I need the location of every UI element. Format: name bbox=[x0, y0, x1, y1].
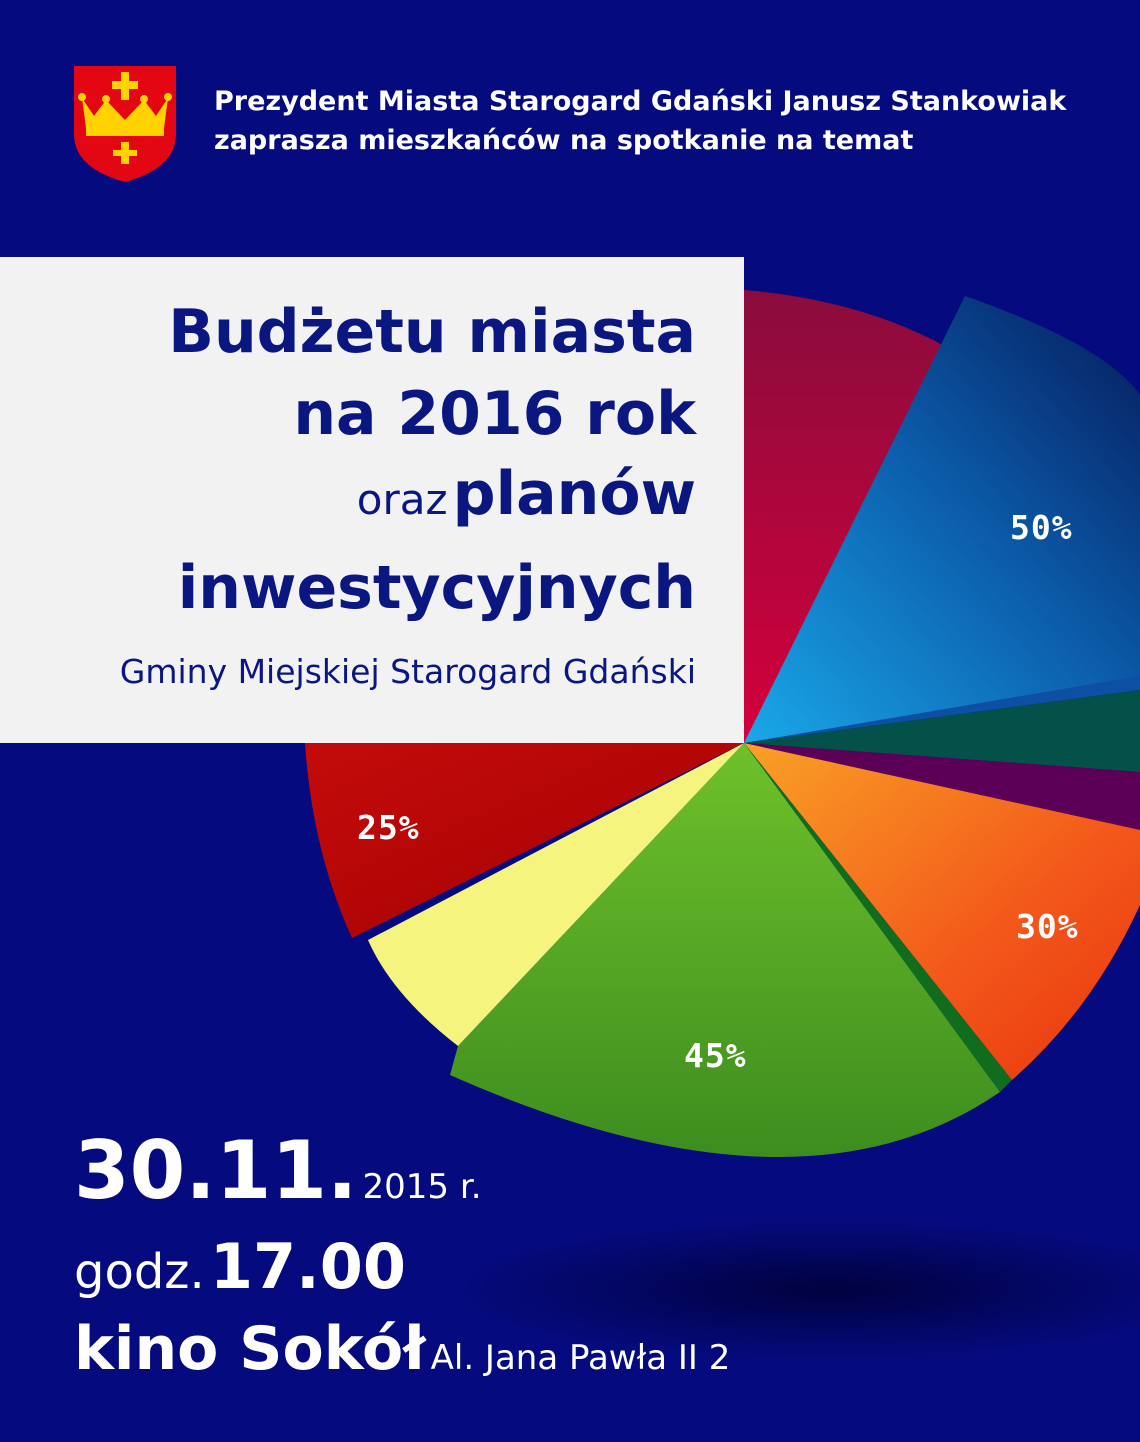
title-box: Budżetu miasta na 2016 rok oraz planów i… bbox=[0, 257, 744, 743]
title-line-1: Budżetu miasta bbox=[168, 297, 696, 367]
pie-label-red: 25% bbox=[357, 808, 420, 847]
pie-label-orange: 30% bbox=[1016, 907, 1079, 946]
event-time-value: 17.00 bbox=[209, 1230, 406, 1303]
header: Prezydent Miasta Starogard Gdański Janus… bbox=[214, 82, 1114, 160]
event-venue: kino Sokół bbox=[74, 1314, 426, 1384]
city-crest-icon bbox=[74, 66, 176, 182]
title-line-4: inwestycyjnych bbox=[177, 553, 696, 623]
pie-slice-orange bbox=[744, 743, 1140, 1080]
header-line-1: Prezydent Miasta Starogard Gdański Janus… bbox=[214, 86, 1067, 117]
pie-slice-green bbox=[450, 743, 1000, 1157]
pie-label-green: 45% bbox=[684, 1036, 747, 1075]
title-line-2: na 2016 rok bbox=[293, 379, 696, 449]
event-time-prefix: godz. bbox=[74, 1244, 205, 1300]
title-subtitle: Gminy Miejskiej Starogard Gdański bbox=[119, 652, 696, 691]
event-date: 30.11. 2015 r. bbox=[74, 1124, 482, 1217]
pie-slice-green-edge bbox=[744, 743, 1012, 1092]
pie-slice-blue-edge bbox=[744, 676, 1140, 743]
title-line-3-small: oraz bbox=[356, 475, 448, 524]
pie-slice-teal bbox=[744, 690, 1140, 772]
title-line-3: oraz planów bbox=[120, 455, 696, 548]
pie-slice-crimson bbox=[744, 290, 948, 743]
event-date-day: 30.11. bbox=[74, 1124, 358, 1217]
title-text: Budżetu miasta na 2016 rok oraz planów i… bbox=[120, 291, 696, 692]
pie-slice-blue bbox=[744, 296, 1140, 743]
pie-shadow bbox=[450, 1220, 1140, 1360]
pie-slice-yellow bbox=[368, 743, 744, 1046]
title-line-3-big: planów bbox=[452, 459, 696, 529]
header-line-2: zaprasza mieszkańców na spotkanie na tem… bbox=[214, 125, 914, 156]
event-address: Al. Jana Pawła II 2 bbox=[430, 1338, 731, 1378]
pie-label-blue: 50% bbox=[1010, 508, 1073, 547]
event-place: kino Sokół Al. Jana Pawła II 2 bbox=[74, 1314, 730, 1384]
event-date-year: 2015 r. bbox=[362, 1167, 482, 1207]
event-time: godz. 17.00 bbox=[74, 1230, 406, 1303]
pie-slice-red bbox=[305, 743, 744, 938]
